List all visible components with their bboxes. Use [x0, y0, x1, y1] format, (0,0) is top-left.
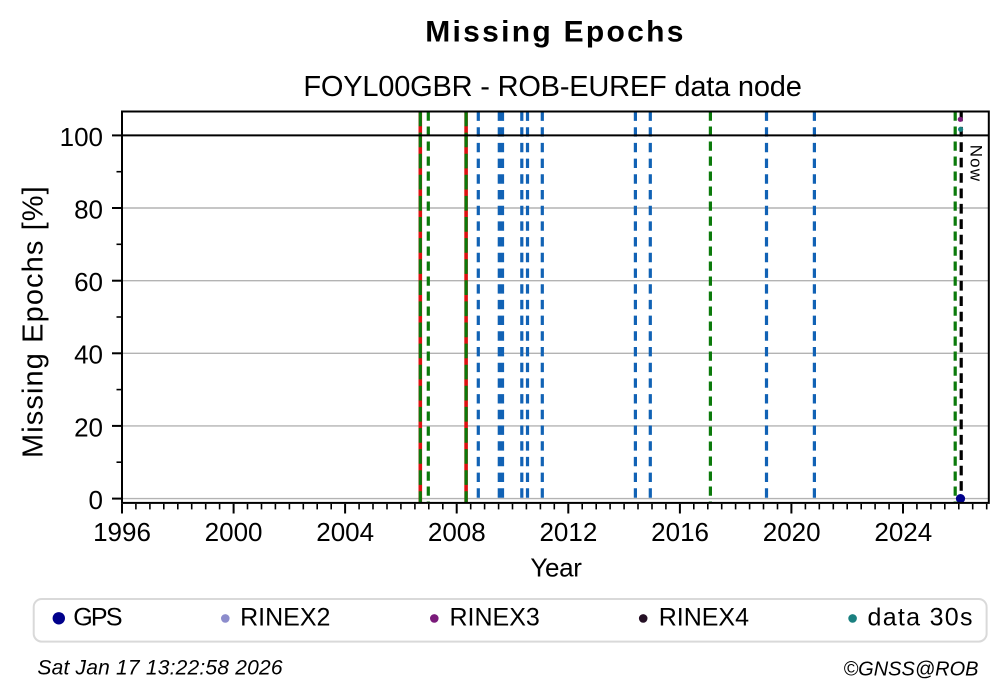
svg-text:Now: Now — [967, 145, 986, 182]
svg-text:GPS: GPS — [73, 604, 122, 632]
svg-text:data 30s: data 30s — [868, 604, 974, 632]
svg-text:2000: 2000 — [205, 517, 263, 547]
svg-text:Missing Epochs [%]: Missing Epochs [%] — [18, 185, 50, 458]
svg-text:Missing Epochs: Missing Epochs — [425, 16, 686, 49]
svg-text:RINEX2: RINEX2 — [240, 604, 330, 632]
svg-text:©GNSS@ROB: ©GNSS@ROB — [843, 658, 978, 680]
svg-text:20: 20 — [74, 412, 103, 442]
svg-text:0: 0 — [89, 485, 103, 515]
svg-text:80: 80 — [74, 194, 103, 224]
svg-text:40: 40 — [74, 340, 103, 370]
svg-text:Year: Year — [530, 553, 582, 583]
svg-text:RINEX3: RINEX3 — [450, 604, 540, 632]
svg-text:Sat Jan 17 13:22:58 2026: Sat Jan 17 13:22:58 2026 — [37, 656, 282, 679]
svg-text:2004: 2004 — [316, 517, 374, 547]
svg-text:2012: 2012 — [539, 517, 597, 547]
svg-text:2016: 2016 — [651, 517, 709, 547]
svg-text:100: 100 — [60, 122, 103, 152]
svg-text:60: 60 — [74, 267, 103, 297]
svg-text:FOYL00GBR - ROB-EUREF data nod: FOYL00GBR - ROB-EUREF data node — [303, 71, 801, 103]
svg-text:2020: 2020 — [763, 517, 821, 547]
svg-text:1996: 1996 — [93, 517, 151, 547]
svg-text:2008: 2008 — [428, 517, 486, 547]
svg-text:RINEX4: RINEX4 — [659, 604, 749, 632]
svg-text:2024: 2024 — [874, 517, 932, 547]
